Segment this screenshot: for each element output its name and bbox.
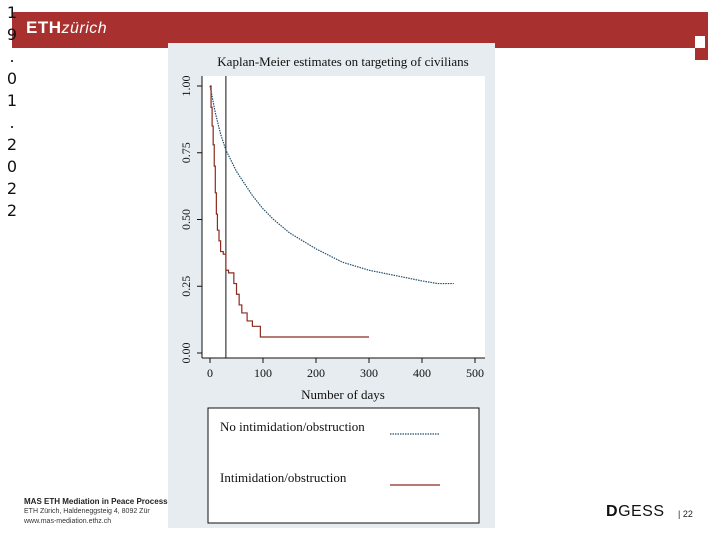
y-tick-label: 0.75: [179, 142, 193, 163]
logo-bold: ETH: [26, 18, 62, 37]
eth-logo: ETHzürich: [26, 18, 107, 38]
header-banner: [12, 12, 708, 48]
chart-panel: Kaplan-Meier estimates on targeting of c…: [168, 43, 495, 528]
series-line-2: [210, 85, 369, 338]
y-tick-label: 0.25: [179, 276, 193, 297]
footer-line-1: MAS ETH Mediation in Peace Process: [24, 497, 168, 506]
x-tick-label: 200: [307, 366, 325, 380]
legend-label-2: Intimidation/obstruction: [220, 470, 347, 485]
y-tick-label: 1.00: [179, 76, 193, 97]
series-layer: [209, 85, 454, 338]
dgess-rest: GESS: [618, 503, 665, 520]
footer-address: MAS ETH Mediation in Peace Process ETH Z…: [24, 497, 168, 527]
footer-line-3: www.mas-mediation.ethz.ch: [24, 518, 112, 525]
km-chart: Kaplan-Meier estimates on targeting of c…: [179, 54, 485, 524]
footer-line-2: ETH Zürich, Haldeneggsteig 4, 8092 Zür: [24, 508, 150, 515]
legend: No intimidation/obstruction Intimidation/…: [220, 419, 440, 486]
chart-title: Kaplan-Meier estimates on targeting of c…: [217, 54, 468, 69]
axes: 0 100 200 300 400 500 0.00 0.25 0.50 0.75 1.00: [179, 76, 485, 380]
x-tick-label: 300: [360, 366, 378, 380]
y-tick-label: 0.00: [179, 343, 193, 364]
vertical-date: 1 9 . 0 1 . 2 0 2 2: [6, 3, 18, 220]
series-line-1: [209, 85, 454, 285]
legend-label-1: No intimidation/obstruction: [220, 419, 365, 434]
plot-area: [202, 76, 485, 358]
x-tick-label: 0: [207, 366, 213, 380]
banner-gap: [695, 36, 705, 48]
dgess-logo: DGESS: [606, 503, 665, 521]
x-tick-label: 100: [254, 366, 272, 380]
x-tick-label: 500: [466, 366, 484, 380]
legend-box: [207, 407, 480, 524]
x-tick-label: 400: [413, 366, 431, 380]
y-tick-label: 0.50: [179, 209, 193, 230]
page-number: | 22: [678, 509, 693, 519]
x-axis-label: Number of days: [301, 387, 385, 402]
logo-rest: zürich: [61, 20, 108, 37]
dgess-mark: D: [606, 503, 619, 520]
